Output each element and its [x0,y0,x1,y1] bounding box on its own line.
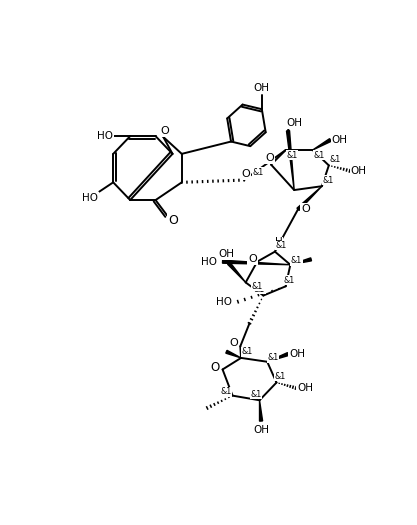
Text: OH: OH [286,118,302,128]
Text: OH: OH [254,82,270,92]
Text: &1: &1 [251,282,263,291]
Polygon shape [226,350,241,358]
Polygon shape [290,258,311,265]
Text: HO: HO [201,257,217,267]
Text: &1: &1 [252,168,264,177]
Polygon shape [286,131,294,190]
Text: OH: OH [297,383,313,393]
Text: OH: OH [332,135,348,145]
Text: OH: OH [351,166,367,176]
Text: &1: &1 [291,256,302,266]
Text: H: H [275,237,283,247]
Text: OH: OH [219,249,234,259]
Text: HO: HO [82,193,98,203]
Text: O: O [301,204,310,214]
Polygon shape [228,262,246,282]
Text: &1: &1 [241,347,253,356]
Text: &1: &1 [322,175,334,185]
Text: &1: &1 [275,372,286,381]
Polygon shape [259,400,263,421]
Text: &1: &1 [268,353,279,362]
Text: O: O [168,214,178,227]
Text: &1: &1 [276,241,287,250]
Text: &1: &1 [329,155,341,164]
Text: OH: OH [253,425,269,435]
Polygon shape [297,186,322,211]
Text: &1: &1 [221,387,232,396]
Text: O: O [161,126,169,136]
Text: HO: HO [216,297,232,307]
Polygon shape [313,139,331,150]
Text: O: O [241,169,250,179]
Text: &1: &1 [286,151,297,160]
Text: &1: &1 [254,285,265,294]
Text: &1: &1 [284,276,295,285]
Text: &1: &1 [313,151,324,160]
Text: O: O [230,338,239,348]
Text: O: O [265,153,274,163]
Text: &1: &1 [250,390,261,398]
Text: O: O [210,361,219,374]
Polygon shape [223,260,290,265]
Text: OH: OH [289,349,305,359]
Text: HO: HO [97,131,113,141]
Text: O: O [248,254,257,265]
Polygon shape [267,353,289,362]
